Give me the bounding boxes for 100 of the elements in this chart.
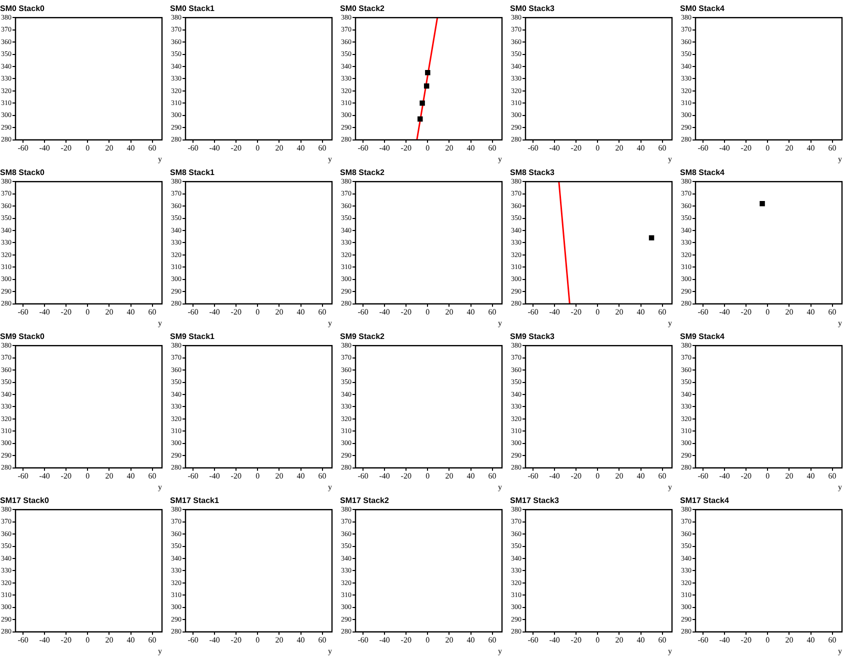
x-tick-label: 40 [296,472,305,481]
x-tick-label: -40 [209,636,220,645]
x-axis-title: y [498,154,502,164]
x-tick-label: 40 [126,636,135,645]
x-tick-label: 40 [806,636,815,645]
x-tick-label: 60 [318,308,326,317]
x-tick-label: -40 [549,636,560,645]
x-tick-label: -60 [528,308,538,317]
x-tick-label: 40 [126,144,135,153]
x-axis-title: y [668,482,672,492]
x-tick-label: -20 [60,308,72,317]
x-tick-label: 40 [296,636,305,645]
chart-title: SM17 Stack4 [680,496,730,506]
x-tick-label: 40 [466,636,475,645]
x-tick-label: -20 [400,144,412,153]
x-tick-label: 40 [126,308,135,317]
x-axis-title: y [158,318,162,328]
chart-title: SM8 Stack4 [680,168,726,178]
x-tick-label: 20 [785,308,794,317]
x-tick-label: -20 [570,472,582,481]
x-axis-title: y [498,482,502,492]
x-tick-label: -40 [209,472,220,481]
point [420,100,425,106]
x-tick-label: 60 [488,144,496,153]
chart-title: SM0 Stack0 [0,4,46,14]
x-tick-label: 60 [148,636,156,645]
x-tick-label: -40 [379,636,390,645]
x-axis-title: y [668,154,672,164]
x-tick-label: -60 [18,636,28,645]
x-tick-label: 0 [596,636,600,645]
x-tick-label: -20 [570,636,582,645]
x-tick-label: -40 [549,472,560,481]
x-tick-label: 60 [488,636,496,645]
x-tick-label: -20 [740,144,752,153]
x-tick-label: 20 [105,472,114,481]
x-tick-label: -40 [719,308,730,317]
chart-title: SM9 Stack4 [680,332,726,342]
x-tick-label: -40 [549,144,560,153]
x-tick-label: 20 [445,144,454,153]
x-tick-label: 60 [658,144,666,153]
x-tick-label: 20 [615,636,624,645]
x-tick-label: 0 [596,308,600,317]
point [424,83,430,89]
x-tick-label: -60 [358,472,368,481]
x-tick-label: 0 [256,472,260,481]
x-tick-label: 40 [636,472,645,481]
x-tick-label: 60 [318,636,326,645]
x-tick-label: -60 [528,472,538,481]
x-tick-label: 40 [806,308,815,317]
x-tick-label: -20 [740,636,752,645]
x-tick-label: 40 [126,472,135,481]
chart-title: SM8 Stack1 [170,168,216,178]
chart-title: SM0 Stack1 [170,4,216,14]
x-tick-label: -20 [230,472,242,481]
x-axis-title: y [838,318,842,328]
x-tick-label: -60 [698,472,708,481]
x-axis-title: y [328,646,332,656]
x-tick-label: -20 [230,308,242,317]
x-tick-label: 60 [658,308,666,317]
x-tick-label: -40 [719,636,730,645]
x-tick-label: 20 [105,636,114,645]
x-tick-label: 20 [445,308,454,317]
x-tick-label: 40 [466,308,475,317]
x-tick-label: 40 [806,472,815,481]
x-tick-label: -60 [18,472,28,481]
chart-title: SM8 Stack3 [510,168,556,178]
x-tick-label: -40 [379,308,390,317]
x-tick-label: -40 [39,636,50,645]
x-tick-label: -20 [400,472,412,481]
x-tick-label: -60 [188,144,198,153]
x-tick-label: -60 [188,636,198,645]
x-tick-label: 60 [148,308,156,317]
x-tick-label: -60 [358,144,368,153]
x-tick-label: 0 [596,472,600,481]
x-tick-label: 20 [445,472,454,481]
x-tick-label: 20 [275,472,284,481]
chart-title: SM9 Stack0 [0,332,46,342]
x-tick-label: 20 [275,636,284,645]
chart-title: SM0 Stack2 [340,4,386,14]
x-tick-label: -20 [230,144,242,153]
x-tick-label: 20 [615,144,624,153]
x-axis-title: y [158,646,162,656]
x-tick-label: -60 [528,144,538,153]
x-tick-label: -60 [698,144,708,153]
x-tick-label: 60 [828,472,836,481]
x-tick-label: -40 [209,144,220,153]
x-tick-label: 0 [426,472,430,481]
chart-title: SM17 Stack3 [510,496,560,506]
x-axis-title: y [328,482,332,492]
x-tick-label: -20 [570,308,582,317]
x-tick-label: -20 [740,472,752,481]
x-tick-label: 0 [766,144,770,153]
x-tick-label: -40 [39,472,50,481]
x-axis-title: y [328,318,332,328]
x-axis-title: y [498,318,502,328]
x-tick-label: -60 [698,636,708,645]
x-axis-title: y [158,154,162,164]
x-tick-label: 0 [256,636,260,645]
x-tick-label: 0 [256,144,260,153]
x-axis-title: y [498,646,502,656]
